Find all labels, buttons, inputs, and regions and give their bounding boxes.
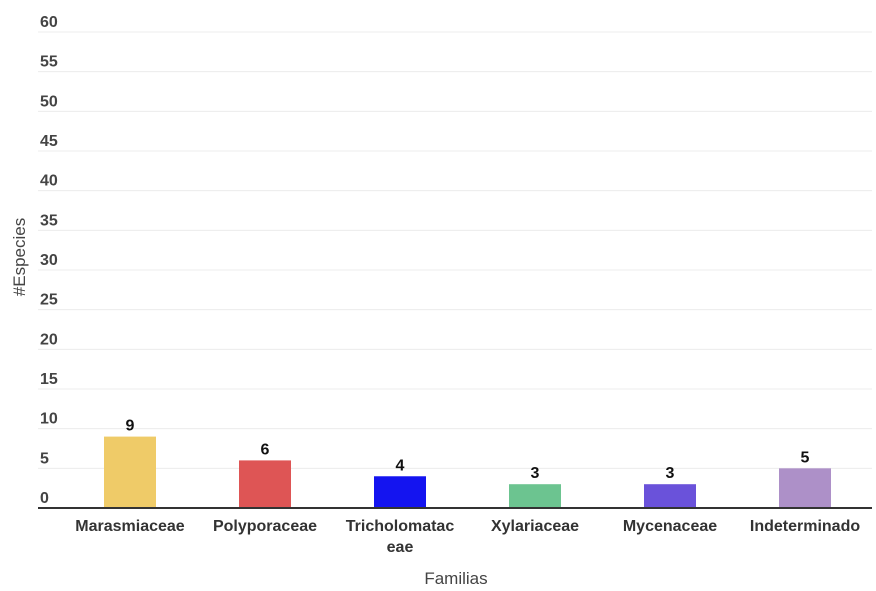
- data-label: 9: [126, 418, 135, 435]
- bar: [104, 436, 156, 508]
- y-tick-label: 55: [40, 54, 58, 71]
- bar: [779, 468, 831, 508]
- x-tick-label: Polyporaceae: [213, 518, 317, 535]
- data-label: 3: [666, 465, 675, 482]
- y-tick-label: 60: [40, 14, 58, 31]
- data-label: 3: [531, 465, 540, 482]
- x-axis-title: Familias: [424, 569, 487, 588]
- x-axis-categories: Marasmiaceae Polyporaceae Tricholomatac eae…: [75, 518, 860, 556]
- x-tick-label: Indeterminado: [750, 518, 860, 535]
- y-axis-ticks: 0 5 10 15 20 25 30 35 40 45 50 55 60: [40, 14, 58, 507]
- x-tick-label: Marasmiaceae: [75, 518, 185, 535]
- y-tick-label: 5: [40, 450, 49, 467]
- data-label: 6: [261, 441, 270, 458]
- y-axis-title: #Especies: [10, 218, 29, 296]
- x-tick-label: Xylariaceae: [491, 518, 579, 535]
- data-label: 4: [396, 457, 405, 474]
- bar: [509, 484, 561, 508]
- y-tick-label: 35: [40, 212, 58, 229]
- bar: [374, 476, 426, 508]
- y-tick-label: 40: [40, 173, 58, 190]
- bar: [239, 460, 291, 508]
- y-tick-label: 30: [40, 252, 58, 269]
- y-tick-label: 45: [40, 133, 58, 150]
- y-tick-label: 10: [40, 411, 58, 428]
- y-tick-label: 0: [40, 490, 49, 507]
- bars: [104, 436, 831, 508]
- y-tick-label: 50: [40, 93, 58, 110]
- bar: [644, 484, 696, 508]
- data-labels: 9 6 4 3 3 5: [126, 418, 810, 483]
- x-tick-label: eae: [387, 539, 414, 556]
- data-label: 5: [801, 449, 810, 466]
- gridlines: [38, 31, 872, 469]
- x-tick-label: Tricholomatac: [346, 518, 455, 535]
- x-tick-label: Mycenaceae: [623, 518, 717, 535]
- y-tick-label: 25: [40, 292, 58, 309]
- y-tick-label: 20: [40, 331, 58, 348]
- y-tick-label: 15: [40, 371, 58, 388]
